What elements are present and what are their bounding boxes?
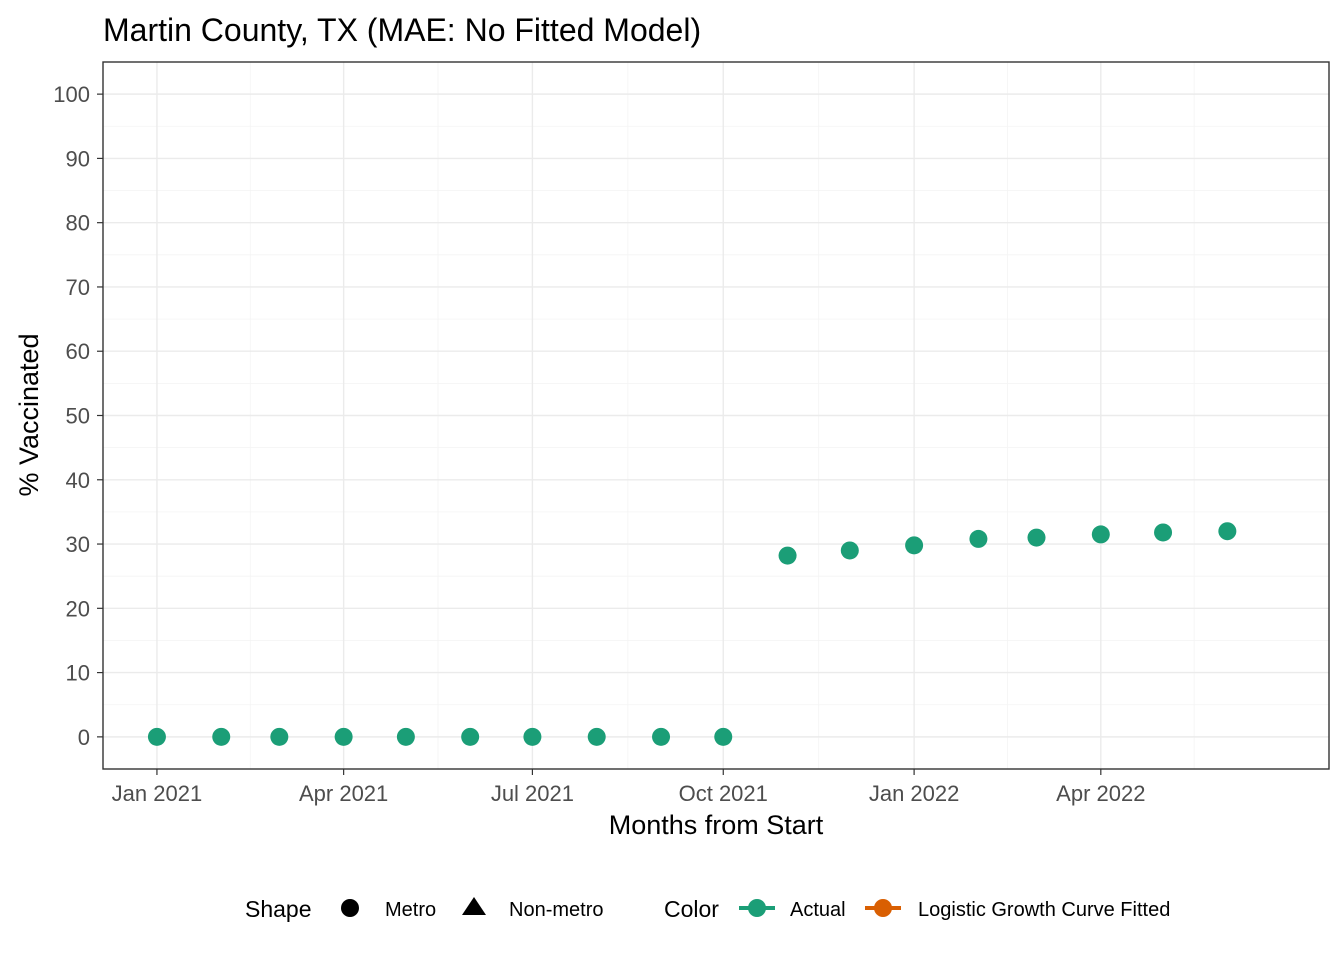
x-tick-label: Apr 2021 — [299, 781, 388, 806]
data-point — [778, 546, 797, 565]
data-point — [1154, 523, 1173, 542]
data-point — [461, 727, 480, 746]
x-tick-label: Jan 2022 — [869, 781, 960, 806]
data-point — [840, 541, 859, 560]
data-point — [523, 727, 542, 746]
data-point — [587, 727, 606, 746]
x-tick-label: Apr 2022 — [1056, 781, 1145, 806]
x-tick-label: Oct 2021 — [679, 781, 768, 806]
y-tick-label: 90 — [66, 146, 90, 171]
y-tick-label: 70 — [66, 275, 90, 300]
data-point — [905, 536, 924, 555]
y-tick-label: 20 — [66, 596, 90, 621]
y-tick-label: 10 — [66, 661, 90, 686]
y-tick-label: 50 — [66, 404, 90, 429]
data-point — [652, 727, 671, 746]
legend-label-metro: Metro — [385, 899, 436, 921]
data-point — [147, 727, 166, 746]
y-tick-label: 100 — [53, 82, 90, 107]
legend-fitted-point-icon — [874, 899, 892, 917]
data-point — [1218, 522, 1237, 541]
data-point — [212, 727, 231, 746]
y-tick-label: 60 — [66, 339, 90, 364]
legend-shape-title: Shape — [245, 896, 312, 922]
legend-label-actual: Actual — [790, 899, 846, 921]
data-points — [147, 522, 1237, 746]
x-tick-label: Jan 2021 — [112, 781, 203, 806]
plot-panel — [102, 61, 1330, 770]
y-tick-label: 80 — [66, 211, 90, 236]
major-gridlines — [103, 62, 1329, 769]
legend-label-fitted: Logistic Growth Curve Fitted — [918, 899, 1170, 921]
y-axis: 0 10 20 30 40 50 60 70 80 90 100 — [53, 82, 103, 750]
legend-actual-point-icon — [748, 899, 766, 917]
chart-title: Martin County, TX (MAE: No Fitted Model) — [103, 12, 701, 48]
legend-label-nonmetro: Non-metro — [509, 899, 603, 921]
data-point — [1027, 528, 1046, 547]
data-point — [969, 529, 988, 548]
y-tick-label: 0 — [78, 725, 90, 750]
legend-nonmetro-triangle-icon — [462, 897, 486, 915]
data-point — [396, 727, 415, 746]
data-point — [334, 727, 353, 746]
x-tick-label: Jul 2021 — [491, 781, 574, 806]
y-axis-title: % Vaccinated — [14, 333, 44, 496]
x-axis: Jan 2021 Apr 2021 Jul 2021 Oct 2021 Jan 2022… — [112, 769, 1145, 806]
y-tick-label: 40 — [66, 468, 90, 493]
data-point — [1091, 525, 1110, 544]
data-point — [714, 727, 733, 746]
legend-color-title: Color — [664, 896, 719, 922]
x-axis-title: Months from Start — [609, 810, 824, 840]
legend: Shape Metro Non-metro Color Actual Logis… — [245, 896, 1170, 922]
y-tick-label: 30 — [66, 532, 90, 557]
legend-metro-circle-icon — [341, 899, 359, 917]
data-point — [270, 727, 289, 746]
